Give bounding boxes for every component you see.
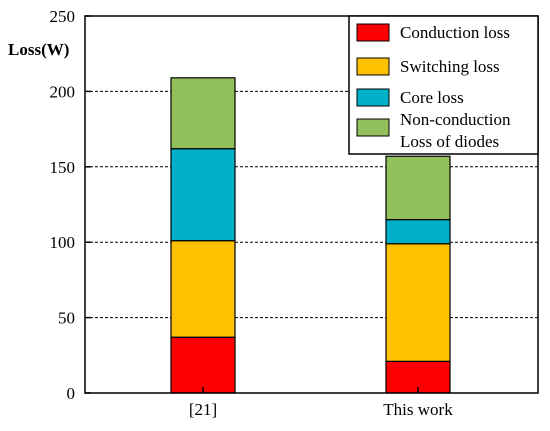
y-tick-label: 100 [50, 233, 76, 252]
y-tick-label: 50 [58, 309, 75, 328]
legend-label: Switching loss [400, 57, 500, 76]
y-tick-label: 0 [67, 384, 76, 403]
y-tick-label: 200 [50, 82, 76, 101]
legend-swatch [356, 23, 390, 42]
bar-segment [170, 77, 236, 150]
legend-swatch [356, 118, 390, 137]
bar-segment [385, 243, 451, 362]
bar-segment [170, 148, 236, 242]
x-tick-label: [21] [189, 400, 217, 419]
bar-segment [170, 240, 236, 338]
plot-frame [84, 15, 539, 394]
x-axis: [21] This work [189, 387, 453, 419]
legend-label: Non-conduction Loss of diodes [400, 110, 511, 151]
y-axis: 0 50 100 150 200 250 [50, 7, 91, 403]
y-tick-label: 250 [50, 7, 76, 26]
legend-swatch [356, 88, 390, 107]
legend-swatch [356, 57, 390, 76]
legend-label: Conduction loss [400, 23, 510, 42]
x-tick-label: This work [383, 400, 453, 419]
bar-segment [385, 218, 451, 245]
legend: Conduction loss Switching loss Core loss No… [348, 15, 539, 155]
y-axis-title: Loss(W) [8, 40, 69, 59]
bar-segment [170, 336, 236, 394]
legend-label: Core loss [400, 88, 464, 107]
bar-segment [385, 155, 451, 221]
bars [170, 77, 451, 394]
y-tick-label: 150 [50, 158, 76, 177]
